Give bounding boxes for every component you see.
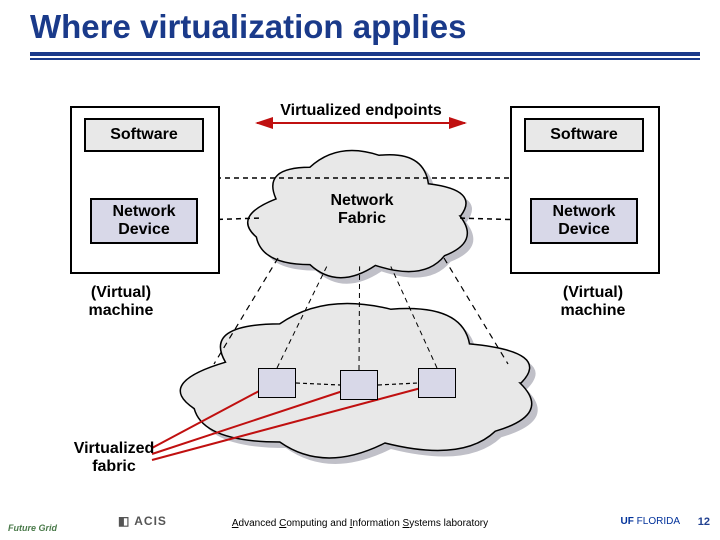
software-box-right: Software (524, 118, 644, 152)
vm-right-label: (Virtual) machine (548, 284, 638, 321)
footer: Future Grid ◧ ACIS Advanced Computing an… (0, 512, 720, 534)
title-rule-2 (30, 58, 700, 60)
netdev-right-label: Network Device (536, 203, 632, 240)
title-rule-1 (30, 52, 700, 56)
net-fabric-label: Network Fabric (322, 192, 402, 229)
virt-fabric-label: Virtualized fabric (64, 440, 164, 477)
footer-text: Advanced Computing and Information Syste… (0, 518, 720, 529)
netdev-box-right: Network Device (530, 198, 638, 244)
mini-interconnect (277, 266, 437, 385)
vm-left-label: (Virtual) machine (76, 284, 166, 321)
mini-box-1 (340, 370, 378, 400)
virt-endpoints-label: Virtualized endpoints (256, 102, 466, 120)
diagram-stage: Software Software Network Device Network… (0, 68, 720, 498)
mini-box-0 (258, 368, 296, 398)
netdev-left-label: Network Device (96, 203, 192, 240)
mini-box-2 (418, 368, 456, 398)
uf-logo: UF FLORIDA (621, 516, 680, 527)
software-right-label: Software (550, 126, 618, 144)
netdev-box-left: Network Device (90, 198, 198, 244)
slide-title: Where virtualization applies (30, 8, 700, 46)
page-number: 12 (698, 516, 710, 528)
software-box-left: Software (84, 118, 204, 152)
proj-left (214, 258, 278, 364)
software-left-label: Software (110, 126, 178, 144)
proj-right (444, 258, 508, 364)
